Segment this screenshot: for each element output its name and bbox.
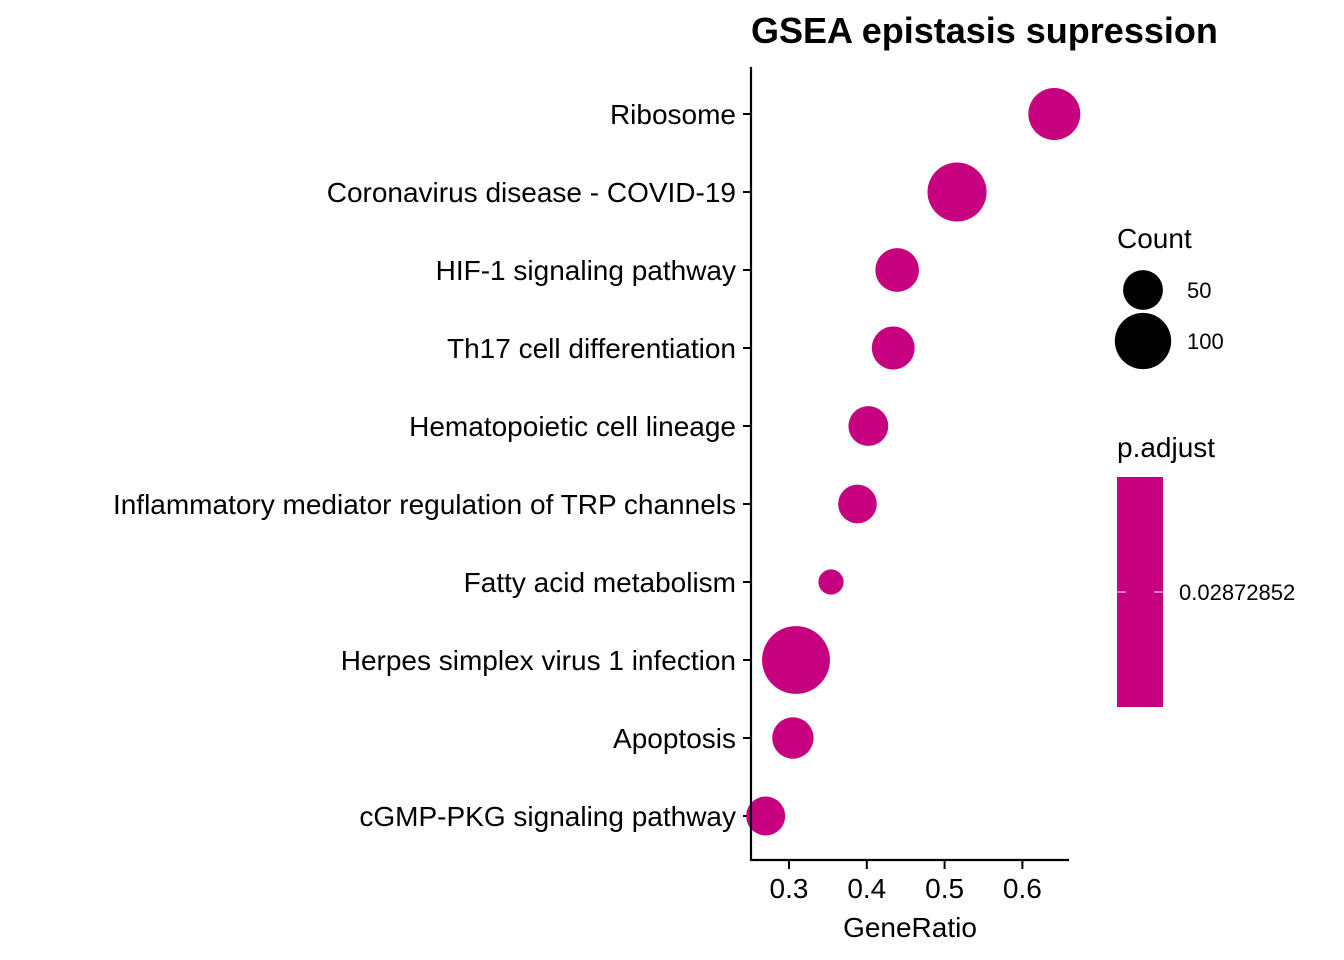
data-point <box>746 796 786 836</box>
data-point <box>772 717 814 759</box>
category-labels: Ribosome Coronavirus disease - COVID-19 HI… <box>113 99 736 832</box>
category-label: Hematopoietic cell lineage <box>409 411 736 442</box>
data-point <box>1028 88 1081 140</box>
data-point <box>848 406 889 446</box>
data-point <box>762 626 830 694</box>
data-point <box>838 484 877 524</box>
size-legend-label: 100 <box>1187 329 1224 354</box>
chart-title: GSEA epistasis supression <box>751 10 1218 51</box>
category-label: Inflammatory mediator regulation of TRP … <box>113 489 736 520</box>
color-legend-label: 0.02872852 <box>1179 580 1295 605</box>
size-legend-title: Count <box>1117 223 1192 254</box>
category-label: Coronavirus disease - COVID-19 <box>327 177 736 208</box>
size-legend-label: 50 <box>1187 278 1211 303</box>
size-legend-keys: 50 100 <box>1114 270 1224 370</box>
legend: Count 50 100 p.adjust 0.02872852 <box>1114 223 1295 707</box>
category-label: HIF-1 signaling pathway <box>436 255 736 286</box>
data-point <box>875 248 919 292</box>
size-legend-key <box>1114 312 1172 370</box>
category-label: Th17 cell differentiation <box>447 333 736 364</box>
data-points <box>746 88 1081 836</box>
category-label: Apoptosis <box>613 723 736 754</box>
data-point <box>818 569 844 595</box>
data-point <box>927 162 987 222</box>
x-tick-label: 0.5 <box>925 873 964 904</box>
size-legend-key <box>1123 270 1163 310</box>
x-tick-label: 0.6 <box>1003 873 1042 904</box>
category-label: Herpes simplex virus 1 infection <box>341 645 736 676</box>
x-axis-title: GeneRatio <box>843 912 977 943</box>
color-legend-title: p.adjust <box>1117 432 1215 463</box>
x-ticks: 0.3 0.4 0.5 0.6 <box>770 861 1042 904</box>
x-tick-label: 0.3 <box>770 873 809 904</box>
category-label: cGMP-PKG signaling pathway <box>359 801 736 832</box>
category-label: Fatty acid metabolism <box>464 567 736 598</box>
category-label: Ribosome <box>610 99 736 130</box>
y-ticks <box>743 113 751 817</box>
data-point <box>871 326 915 370</box>
x-tick-label: 0.4 <box>847 873 886 904</box>
